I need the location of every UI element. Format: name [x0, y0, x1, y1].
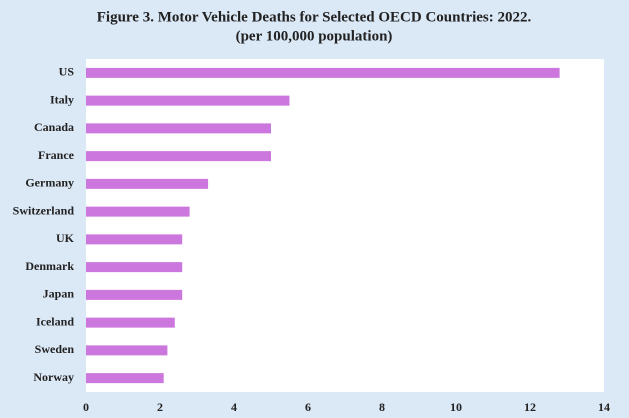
- y-tick-label: Sweden: [35, 342, 75, 356]
- y-tick-label: Germany: [25, 176, 74, 190]
- bar: [86, 67, 560, 78]
- bar: [86, 151, 271, 162]
- y-tick-label: Canada: [34, 120, 74, 134]
- bar: [86, 289, 183, 300]
- y-tick-label: Norway: [33, 370, 74, 384]
- bar: [86, 262, 183, 273]
- chart-title: Figure 3. Motor Vehicle Deaths for Selec…: [97, 9, 532, 25]
- y-tick-label: US: [59, 65, 75, 79]
- y-tick-label: Denmark: [25, 259, 74, 273]
- y-tick-label: France: [38, 148, 75, 162]
- x-tick-label: 14: [598, 400, 610, 414]
- bar: [86, 317, 175, 328]
- bar: [86, 373, 164, 384]
- x-tick-label: 8: [379, 400, 385, 414]
- x-tick-label: 4: [231, 400, 237, 414]
- plot-area: [86, 59, 604, 392]
- bar: [86, 206, 190, 217]
- y-tick-label: Italy: [50, 92, 74, 106]
- y-tick-label: Japan: [43, 287, 75, 301]
- bar: [86, 95, 290, 106]
- x-tick-label: 0: [83, 400, 89, 414]
- chart-subtitle: (per 100,000 population): [236, 28, 393, 44]
- y-tick-label: UK: [56, 231, 75, 245]
- bar: [86, 234, 183, 245]
- y-tick-label: Iceland: [36, 314, 74, 328]
- bar: [86, 123, 271, 134]
- x-tick-label: 12: [524, 400, 536, 414]
- x-tick-label: 6: [305, 400, 311, 414]
- y-tick-label: Switzerland: [13, 203, 75, 217]
- bar: [86, 178, 209, 189]
- x-tick-label: 2: [157, 400, 163, 414]
- x-tick-label: 10: [450, 400, 462, 414]
- bar: [86, 345, 168, 356]
